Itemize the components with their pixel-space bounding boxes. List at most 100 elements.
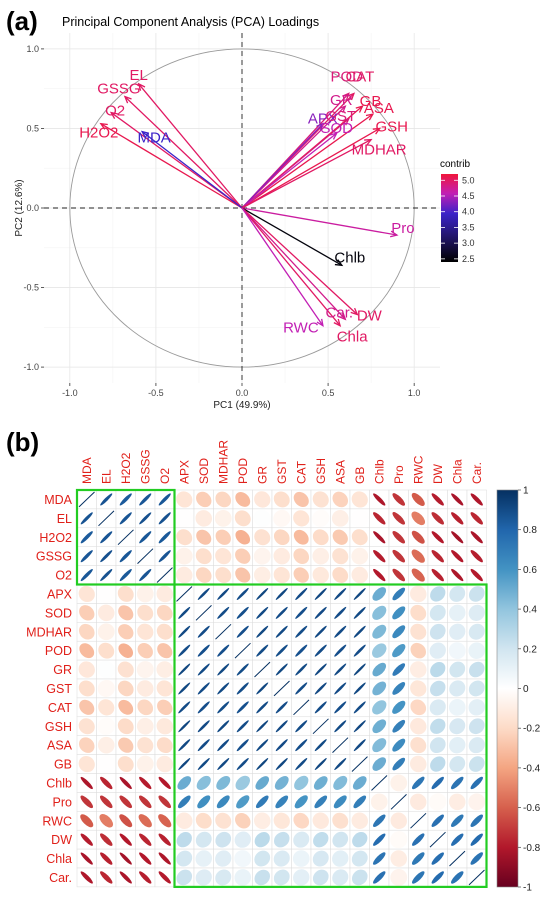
corr-ellipse xyxy=(275,625,288,638)
corr-ellipse xyxy=(80,512,93,525)
corr-ellipse xyxy=(256,720,269,733)
column-label: GB xyxy=(353,467,367,484)
corr-ellipse xyxy=(78,623,95,640)
corr-ellipse xyxy=(176,832,192,848)
column-label: O2 xyxy=(158,468,172,484)
corr-ellipse xyxy=(119,871,132,884)
corr-ellipse xyxy=(294,795,308,809)
loading-arrow-chlb xyxy=(241,207,343,266)
corr-ellipse xyxy=(451,871,464,884)
corr-diagonal-mark xyxy=(254,661,271,678)
arrow-head xyxy=(372,127,382,135)
corr-ellipse xyxy=(314,663,327,676)
corr-ellipse xyxy=(468,642,486,659)
loading-label: RWC xyxy=(283,320,319,337)
corr-ellipse xyxy=(196,775,211,791)
corr-ellipse xyxy=(254,529,271,546)
row-label: EL xyxy=(57,512,72,526)
corr-ellipse xyxy=(351,491,368,508)
corr-ellipse xyxy=(332,831,349,848)
corr-ellipse xyxy=(178,758,191,771)
corr-ellipse xyxy=(314,625,327,638)
corr-ellipse xyxy=(275,606,288,619)
corr-ellipse xyxy=(334,587,347,600)
corr-ellipse xyxy=(293,491,309,507)
corr-diagonal-mark xyxy=(410,812,427,829)
corr-colorbar-tick-label: -0.4 xyxy=(523,763,541,774)
corr-ellipse xyxy=(295,758,308,771)
column-label: H2O2 xyxy=(119,452,133,484)
corr-ellipse xyxy=(392,682,406,695)
corr-ellipse xyxy=(449,623,466,640)
corr-ellipse xyxy=(176,812,193,829)
corr-ellipse xyxy=(139,569,152,582)
corr-ellipse xyxy=(253,509,271,528)
corr-ellipse xyxy=(353,701,366,714)
corr-diagonal-mark xyxy=(156,567,173,583)
corr-ellipse xyxy=(80,814,94,828)
loading-label: GST xyxy=(325,108,356,125)
corr-diagonal-mark xyxy=(215,623,232,640)
corr-colorbar-tick-label: 0.4 xyxy=(523,605,537,616)
corr-diagonal-mark xyxy=(117,529,134,546)
corr-ellipse xyxy=(217,587,230,600)
corr-ellipse xyxy=(332,491,349,508)
y-tick-label: -0.5 xyxy=(23,283,39,293)
corr-ellipse xyxy=(136,585,154,603)
corr-ellipse xyxy=(197,644,210,657)
loading-label: CAT xyxy=(345,68,374,85)
corr-ellipse xyxy=(392,625,406,639)
corr-colorbar-tick-label: 0.8 xyxy=(523,525,537,536)
corr-ellipse xyxy=(470,549,483,563)
corr-ellipse xyxy=(156,661,174,678)
contrib-legend-title: contrib xyxy=(440,159,470,170)
corr-ellipse xyxy=(449,680,466,697)
corr-ellipse xyxy=(470,512,483,525)
loading-arrow-gssg xyxy=(124,96,243,209)
corr-ellipse xyxy=(178,606,191,619)
row-label: ASA xyxy=(47,739,73,753)
arrow-head xyxy=(99,122,108,130)
corr-ellipse xyxy=(312,529,329,546)
row-label: O2 xyxy=(55,569,72,583)
corr-ellipse xyxy=(353,606,366,619)
corr-ellipse xyxy=(470,568,483,582)
corr-ellipse xyxy=(236,606,249,619)
corr-ellipse xyxy=(334,720,347,733)
corr-ellipse xyxy=(373,493,386,506)
corr-ellipse xyxy=(470,833,483,846)
row-label: DW xyxy=(51,833,72,847)
loading-label: DW xyxy=(357,308,383,325)
corr-ellipse xyxy=(275,644,288,657)
corr-ellipse xyxy=(353,795,367,809)
corr-ellipse xyxy=(295,644,308,657)
corr-ellipse xyxy=(119,493,132,506)
corr-ellipse xyxy=(372,662,387,677)
corr-ellipse xyxy=(334,606,347,619)
corr-ellipse xyxy=(118,737,134,753)
corr-ellipse xyxy=(451,512,464,525)
corr-ellipse xyxy=(178,663,191,676)
corr-ellipse xyxy=(451,531,464,544)
corr-ellipse xyxy=(412,871,425,884)
corr-ellipse xyxy=(118,624,134,640)
corr-ellipse xyxy=(158,852,171,865)
corr-ellipse xyxy=(351,547,369,565)
corr-ellipse xyxy=(215,529,231,545)
corr-ellipse xyxy=(137,680,154,697)
corr-ellipse xyxy=(430,586,446,602)
corr-ellipse xyxy=(332,529,348,545)
row-label: Chlb xyxy=(46,776,72,790)
row-label: CAT xyxy=(48,701,72,715)
corr-ellipse xyxy=(312,491,329,508)
loading-label: APX xyxy=(308,111,338,128)
corr-ellipse xyxy=(80,550,93,563)
corr-ellipse xyxy=(195,812,212,829)
corr-ellipse xyxy=(429,699,446,716)
corr-ellipse xyxy=(196,491,212,508)
corr-ellipse xyxy=(392,719,406,733)
corr-ellipse xyxy=(217,606,230,619)
corr-ellipse xyxy=(390,869,408,886)
corr-ellipse xyxy=(195,510,212,527)
corr-ellipse xyxy=(78,755,95,773)
